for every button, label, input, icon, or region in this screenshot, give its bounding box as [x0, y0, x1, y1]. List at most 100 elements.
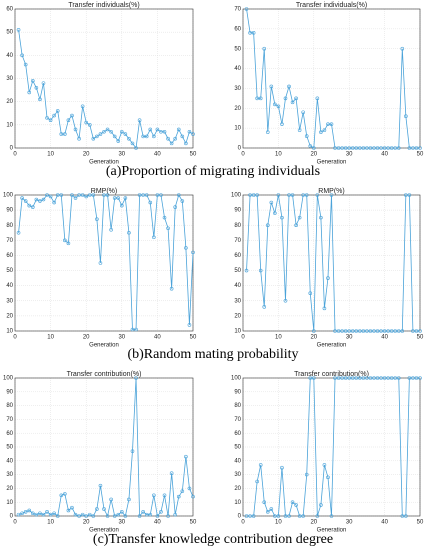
y-tick-label: 20	[234, 106, 241, 112]
x-axis-label: Generation	[317, 528, 347, 534]
data-point	[48, 194, 53, 199]
data-point	[301, 110, 305, 115]
data-point	[386, 329, 390, 333]
x-tick-label: 50	[190, 520, 197, 526]
data-point	[276, 514, 281, 518]
data-point	[73, 127, 78, 132]
x-tick-label: 0	[13, 335, 17, 341]
data-point	[169, 286, 174, 291]
data-point	[23, 510, 28, 514]
data-point	[304, 134, 309, 138]
data-point	[248, 31, 252, 35]
data-point	[77, 136, 81, 141]
data-point	[336, 146, 341, 150]
x-axis-label: Generation	[317, 343, 347, 349]
chart-title: RMP(%)	[318, 188, 344, 195]
data-point	[41, 512, 46, 517]
data-point	[173, 205, 177, 209]
data-point	[276, 193, 281, 197]
data-point	[244, 514, 249, 518]
data-point	[66, 508, 71, 513]
data-point	[55, 193, 60, 197]
data-point	[95, 507, 99, 511]
data-point	[141, 134, 145, 139]
data-point	[159, 510, 163, 514]
data-point	[70, 113, 74, 118]
data-point	[333, 146, 337, 150]
data-point	[255, 96, 259, 101]
data-point	[319, 130, 323, 134]
x-tick-label: 10	[275, 520, 282, 526]
data-point	[87, 193, 92, 197]
caption: (c)Transfer knowledge contribution degre…	[93, 532, 333, 547]
data-point	[407, 146, 412, 150]
y-tick-label: 100	[3, 193, 14, 199]
data-point	[87, 123, 92, 127]
data-point	[333, 376, 337, 380]
data-point	[130, 141, 135, 146]
data-point	[80, 104, 85, 109]
data-point	[148, 127, 153, 132]
data-point	[98, 483, 103, 488]
data-point	[84, 514, 88, 518]
data-point	[262, 305, 267, 309]
data-point	[84, 120, 88, 125]
data-point	[280, 465, 284, 470]
data-point	[336, 376, 341, 380]
data-point	[382, 376, 387, 380]
data-point	[244, 268, 249, 273]
data-point	[386, 146, 390, 150]
data-point	[414, 376, 419, 380]
data-point	[255, 193, 259, 197]
x-axis-label: Generation	[89, 160, 119, 166]
data-point	[322, 306, 327, 311]
data-point	[343, 329, 348, 333]
data-point	[45, 193, 49, 197]
y-tick-label: 90	[234, 389, 241, 395]
data-point	[350, 329, 355, 333]
data-point	[287, 514, 291, 518]
data-point	[59, 493, 64, 498]
data-point	[329, 193, 334, 197]
data-point	[162, 215, 167, 220]
data-point	[248, 514, 252, 518]
data-point	[116, 139, 121, 143]
data-point	[59, 132, 64, 136]
plot-frame	[14, 194, 194, 332]
data-point	[382, 146, 387, 150]
y-tick-label: 20	[6, 313, 13, 319]
data-point	[41, 197, 46, 202]
data-point	[20, 511, 24, 516]
data-point	[187, 486, 192, 491]
data-line	[246, 377, 420, 517]
data-point	[87, 512, 92, 517]
x-axis-label: Generation	[89, 528, 119, 534]
data-point	[98, 132, 103, 136]
data-point	[95, 217, 99, 221]
x-tick-label: 50	[190, 335, 197, 341]
data-point	[45, 510, 49, 514]
data-point	[393, 146, 398, 150]
data-point	[152, 235, 156, 240]
x-tick-label: 10	[47, 152, 54, 158]
x-tick-label: 30	[346, 335, 353, 341]
x-tick-label: 10	[47, 335, 54, 341]
data-point	[326, 122, 330, 126]
data-point	[273, 211, 277, 215]
data-point	[180, 199, 185, 203]
data-point	[38, 511, 42, 516]
x-tick-label: 30	[118, 152, 125, 158]
data-point	[319, 215, 323, 220]
data-point	[41, 81, 46, 85]
data-point	[404, 514, 408, 518]
data-point	[191, 494, 195, 499]
x-axis-label: Generation	[317, 160, 347, 166]
data-point	[343, 146, 348, 150]
y-tick-label: 70	[234, 417, 241, 423]
data-point	[404, 193, 408, 197]
data-point	[411, 376, 415, 380]
data-point	[137, 193, 142, 197]
y-tick-label: 100	[231, 376, 242, 382]
data-point	[102, 507, 106, 511]
x-tick-label: 40	[381, 152, 388, 158]
